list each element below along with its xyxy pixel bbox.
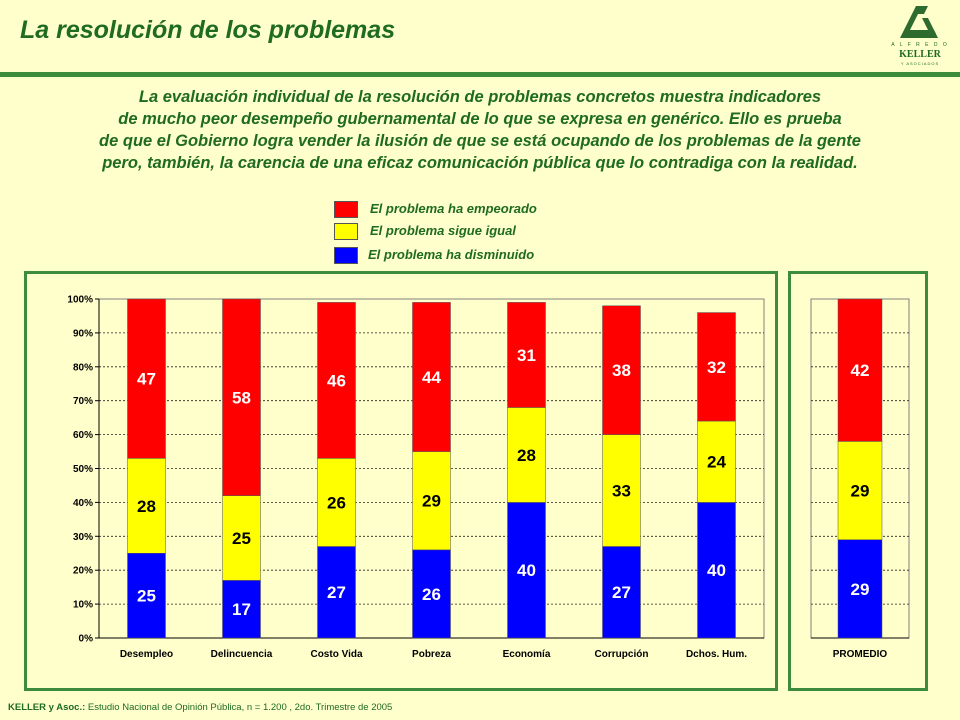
y-tick-label: 0% <box>79 634 94 645</box>
average-chart: 29 29 42 PROMEDIO <box>810 298 910 660</box>
x-tick-label-delincuencia: Delincuencia <box>211 649 273 660</box>
data-label: 24 <box>707 453 726 472</box>
logo-bottom-text: Y ASOCIADOS <box>900 61 940 66</box>
bar-segment-economia-el-problema-sigue-igual <box>507 407 546 503</box>
x-tick-label-desempleo: Desempleo <box>120 649 173 660</box>
legend-label: El problema ha disminuido <box>368 247 535 262</box>
intro-line: pero, también, la carencia de una eficaz… <box>102 154 858 172</box>
bar-segment-costo-vida-el-problema-ha-disminuido <box>317 546 356 639</box>
keller-logo: A L F R E D O KELLER Y ASOCIADOS <box>880 4 960 68</box>
data-label: 47 <box>137 370 156 389</box>
average-chart-panel: 29 29 42 PROMEDIO <box>788 271 928 691</box>
intro-paragraph: La evaluación individual de la resolució… <box>10 86 950 174</box>
legend-label: El problema sigue igual <box>370 223 516 238</box>
bar-segment-corrupcion-el-problema-ha-disminuido <box>602 546 641 639</box>
data-label: 44 <box>422 368 441 387</box>
source-author: KELLER y Asoc.: <box>8 702 86 713</box>
source-text: Estudio Nacional de Opinión Pública, n =… <box>85 702 393 713</box>
intro-line: de mucho peor desempeño gubernamental de… <box>118 110 842 128</box>
bar-segment-desempleo-el-problema-sigue-igual <box>127 458 166 554</box>
bar-segment-promedio-el-problema-ha-disminuido <box>837 539 883 639</box>
bar-segment-delincuencia-el-problema-ha-disminuido <box>222 580 261 639</box>
main-chart: 0% 10% 20% 30% 40% 50% 60% 70% 80% 90% 100% 25 28 47 D… <box>67 295 765 660</box>
y-tick-label: 40% <box>73 498 93 509</box>
data-label: 27 <box>612 583 631 602</box>
y-tick-label: 100% <box>67 295 93 306</box>
bar-segment-delincuencia-el-problema-sigue-igual <box>222 495 261 581</box>
source-note: KELLER y Asoc.: Estudio Nacional de Opin… <box>8 702 392 713</box>
data-label: 58 <box>232 388 251 407</box>
bar-segment-delincuencia-el-problema-ha-empeorado <box>222 298 261 496</box>
x-tick-label-promedio: PROMEDIO <box>833 649 888 660</box>
bar-segment-economia-el-problema-ha-disminuido <box>507 502 546 639</box>
bar-segment-desempleo-el-problema-ha-empeorado <box>127 298 166 459</box>
legend-swatch-yellow <box>334 223 358 240</box>
main-chart-panel: 0% 10% 20% 30% 40% 50% 60% 70% 80% 90% 100% 25 28 47 D… <box>24 271 778 691</box>
legend-label: El problema ha empeorado <box>370 201 537 216</box>
bar-segment-promedio-el-problema-sigue-igual <box>837 441 883 540</box>
data-label: 40 <box>707 561 726 580</box>
data-label: 29 <box>851 482 870 501</box>
y-tick-label: 30% <box>73 532 93 543</box>
x-tick-label-dchos-hum: Dchos. Hum. <box>686 649 747 660</box>
x-tick-label-economia: Economía <box>503 649 551 660</box>
bar-segment-dchos-hum-el-problema-ha-disminuido <box>697 502 736 639</box>
y-tick-label: 60% <box>73 430 93 441</box>
logo-name-text: KELLER <box>899 49 941 60</box>
legend-item-disminuido: El problema ha disminuido <box>334 246 594 266</box>
legend-swatch-blue <box>334 247 358 264</box>
data-label: 33 <box>612 482 631 501</box>
data-label: 28 <box>137 497 156 516</box>
data-label: 28 <box>517 446 536 465</box>
data-label: 17 <box>232 600 251 619</box>
data-label: 31 <box>517 346 536 365</box>
data-label: 26 <box>327 493 346 512</box>
legend-swatch-red <box>334 201 358 218</box>
data-label: 38 <box>612 361 631 380</box>
bar-segment-dchos-hum-el-problema-ha-empeorado <box>697 312 736 422</box>
y-tick-label: 20% <box>73 566 93 577</box>
legend-item-igual: El problema sigue igual <box>334 222 594 242</box>
data-label: 29 <box>851 580 870 599</box>
y-tick-label: 50% <box>73 464 93 475</box>
y-tick-label: 80% <box>73 362 93 373</box>
page-title: La resolución de los problemas <box>20 16 396 44</box>
data-label: 42 <box>851 361 870 380</box>
data-label: 25 <box>137 587 156 606</box>
bar-segment-promedio-el-problema-ha-empeorado <box>837 298 883 442</box>
x-tick-label-corrupcion: Corrupción <box>595 649 649 660</box>
data-label: 25 <box>232 529 251 548</box>
bar-segment-desempleo-el-problema-ha-disminuido <box>127 553 166 639</box>
bar-segment-corrupcion-el-problema-sigue-igual <box>602 434 641 547</box>
bar-segment-pobreza-el-problema-ha-disminuido <box>412 549 451 639</box>
intro-line: de que el Gobierno logra vender la ilusi… <box>99 132 861 150</box>
bar-segment-dchos-hum-el-problema-sigue-igual <box>697 420 736 503</box>
y-tick-label: 90% <box>73 328 93 339</box>
bar-segment-pobreza-el-problema-ha-empeorado <box>412 302 451 452</box>
data-label: 40 <box>517 561 536 580</box>
bar-segment-costo-vida-el-problema-ha-empeorado <box>317 302 356 459</box>
data-label: 32 <box>707 358 726 377</box>
logo-top-text: A L F R E D O <box>891 42 949 48</box>
y-tick-label: 70% <box>73 396 93 407</box>
bar-segment-corrupcion-el-problema-ha-empeorado <box>602 305 641 435</box>
data-label: 27 <box>327 583 346 602</box>
header-divider <box>0 72 960 77</box>
x-tick-label-pobreza: Pobreza <box>412 649 451 660</box>
data-label: 26 <box>422 585 441 604</box>
y-tick-label: 10% <box>73 600 93 611</box>
data-label: 29 <box>422 492 441 511</box>
legend-item-empeorado: El problema ha empeorado <box>334 200 594 220</box>
intro-line: La evaluación individual de la resolució… <box>138 88 822 106</box>
keller-logo-mark-icon <box>900 6 938 38</box>
bar-segment-economia-el-problema-ha-empeorado <box>507 302 546 408</box>
data-label: 46 <box>327 371 346 390</box>
x-tick-label-costo-vida: Costo Vida <box>310 649 362 660</box>
bar-segment-pobreza-el-problema-sigue-igual <box>412 451 451 551</box>
